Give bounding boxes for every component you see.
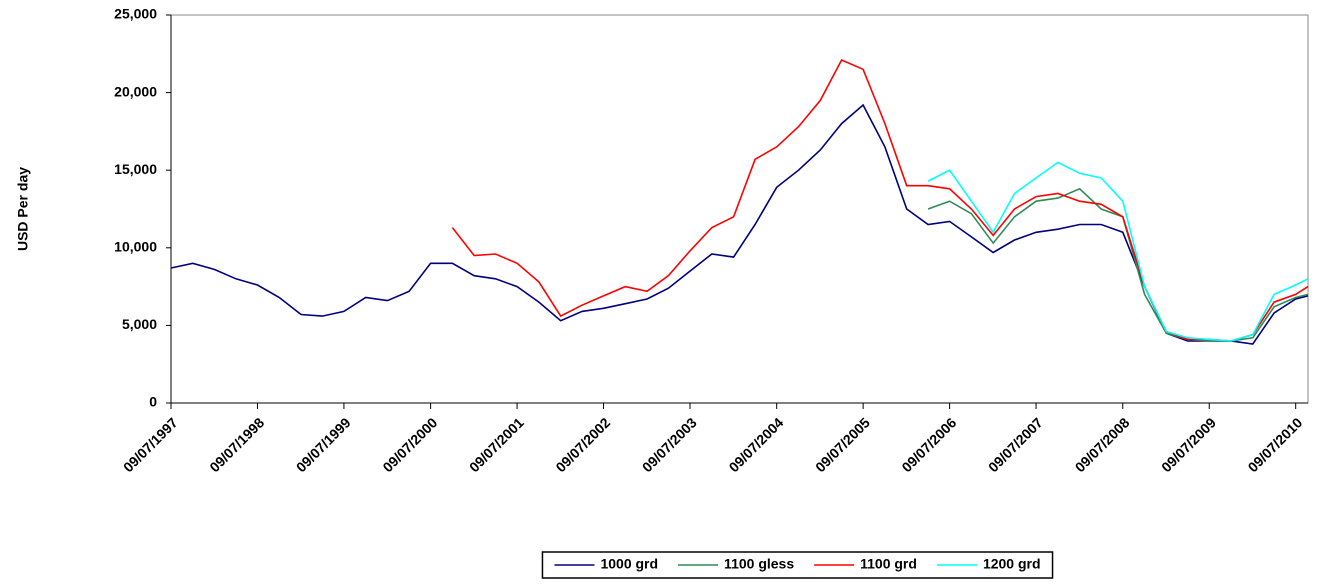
y-tick-label: 20,000 [114,83,157,99]
x-tick-label: 09/07/2008 [1072,414,1133,475]
series-line [451,58,1309,342]
x-tick-label: 09/07/2004 [726,414,787,475]
legend-label: 1100 grd [860,556,917,572]
x-tick-label: 09/07/2001 [466,414,527,475]
x-tick-label: 09/07/2007 [985,414,1046,475]
series-line [927,187,1309,342]
y-axis-label: USD Per day [15,167,31,251]
y-tick-label: 15,000 [114,161,157,177]
x-tick-label: 09/07/2000 [379,414,440,475]
legend: 1000 grd 1100 gless 1100 grd 1200 grd [541,551,1054,579]
plot-frame [170,14,1309,404]
x-tick-label: 09/07/1999 [293,414,354,475]
x-tick-label: 09/07/1997 [120,414,181,475]
series-line [927,161,1309,342]
y-tick-label: 10,000 [114,239,157,255]
y-tick-label: 0 [149,394,157,410]
x-tick-label: 09/07/2010 [1245,414,1306,475]
y-tick-label: 25,000 [114,6,157,22]
x-tick-label: 09/07/2005 [812,414,873,475]
x-tick-label: 09/07/2009 [1158,414,1219,475]
y-tick-label: 5,000 [122,316,157,332]
legend-label: 1000 grd [600,556,658,572]
x-tick-label: 09/07/2006 [898,414,959,475]
legend-label: 1200 grd [983,556,1041,572]
series-line [170,103,1309,345]
x-tick-label: 09/07/2002 [552,414,613,475]
x-tick-label: 09/07/1998 [206,414,267,475]
x-tick-label: 09/07/2003 [639,414,700,475]
legend-label: 1100 gless [724,556,794,572]
